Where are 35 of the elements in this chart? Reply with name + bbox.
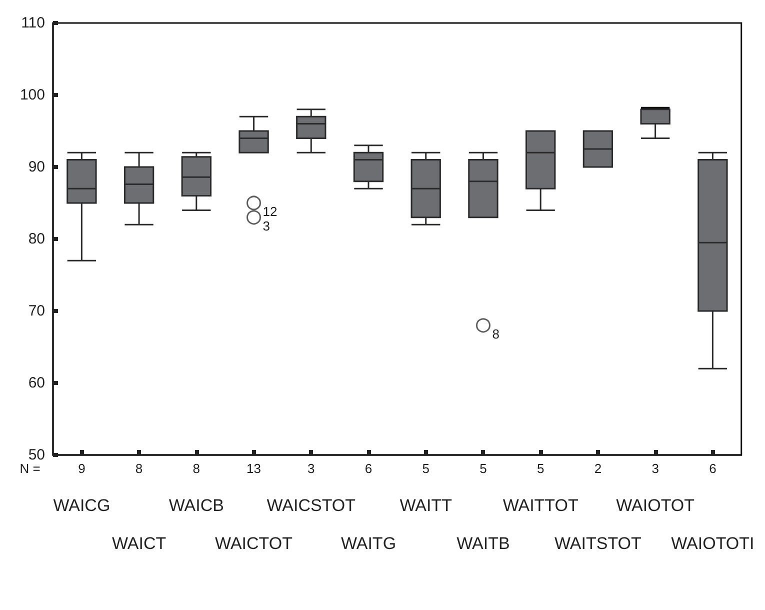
y-tick-label: 60 [28,374,45,392]
text: 8 [192,461,200,476]
text: 3 [308,461,315,476]
x-tick-label: WAIOTOTI [671,534,754,553]
x-tick-label: WAITTOT [502,496,578,515]
annotation: 12 [262,204,278,219]
y-tick-label: 70 [28,302,45,320]
x-tick-label: WAITG [340,534,396,553]
x-tick-label: WAICSTOT [266,496,356,515]
text: 5 [422,461,430,476]
text: 9 [78,461,86,476]
x-tick-label: WAITT [400,496,452,515]
annotation: 3 [262,218,270,234]
y-tick-label: 90 [28,158,45,176]
text: 8 [135,461,143,476]
text: 2 [594,461,602,476]
x-tick-label: WAICT [112,534,166,553]
x-tick-label: WAIOTOT [616,496,695,515]
x-tick-label: WAICB [168,496,224,515]
text: 13 [246,461,262,476]
y-tick-label: 50 [28,446,45,464]
y-tick-label: 80 [28,230,45,248]
y-tick-label: 100 [20,86,45,104]
x-tick-label: WAICTOT [215,534,292,553]
x-tick-label: WAITSTOT [554,534,642,553]
annotation: 8 [492,326,500,342]
text: 6 [364,461,372,476]
x-tick-label: WAITB [456,534,510,553]
y-tick-label: 110 [21,14,45,32]
x-tick-label: WAICG [53,496,110,515]
text: 5 [480,461,487,476]
text: 3 [652,461,659,476]
text: N = [20,461,40,476]
text: 5 [536,461,544,476]
text: 6 [709,461,716,476]
